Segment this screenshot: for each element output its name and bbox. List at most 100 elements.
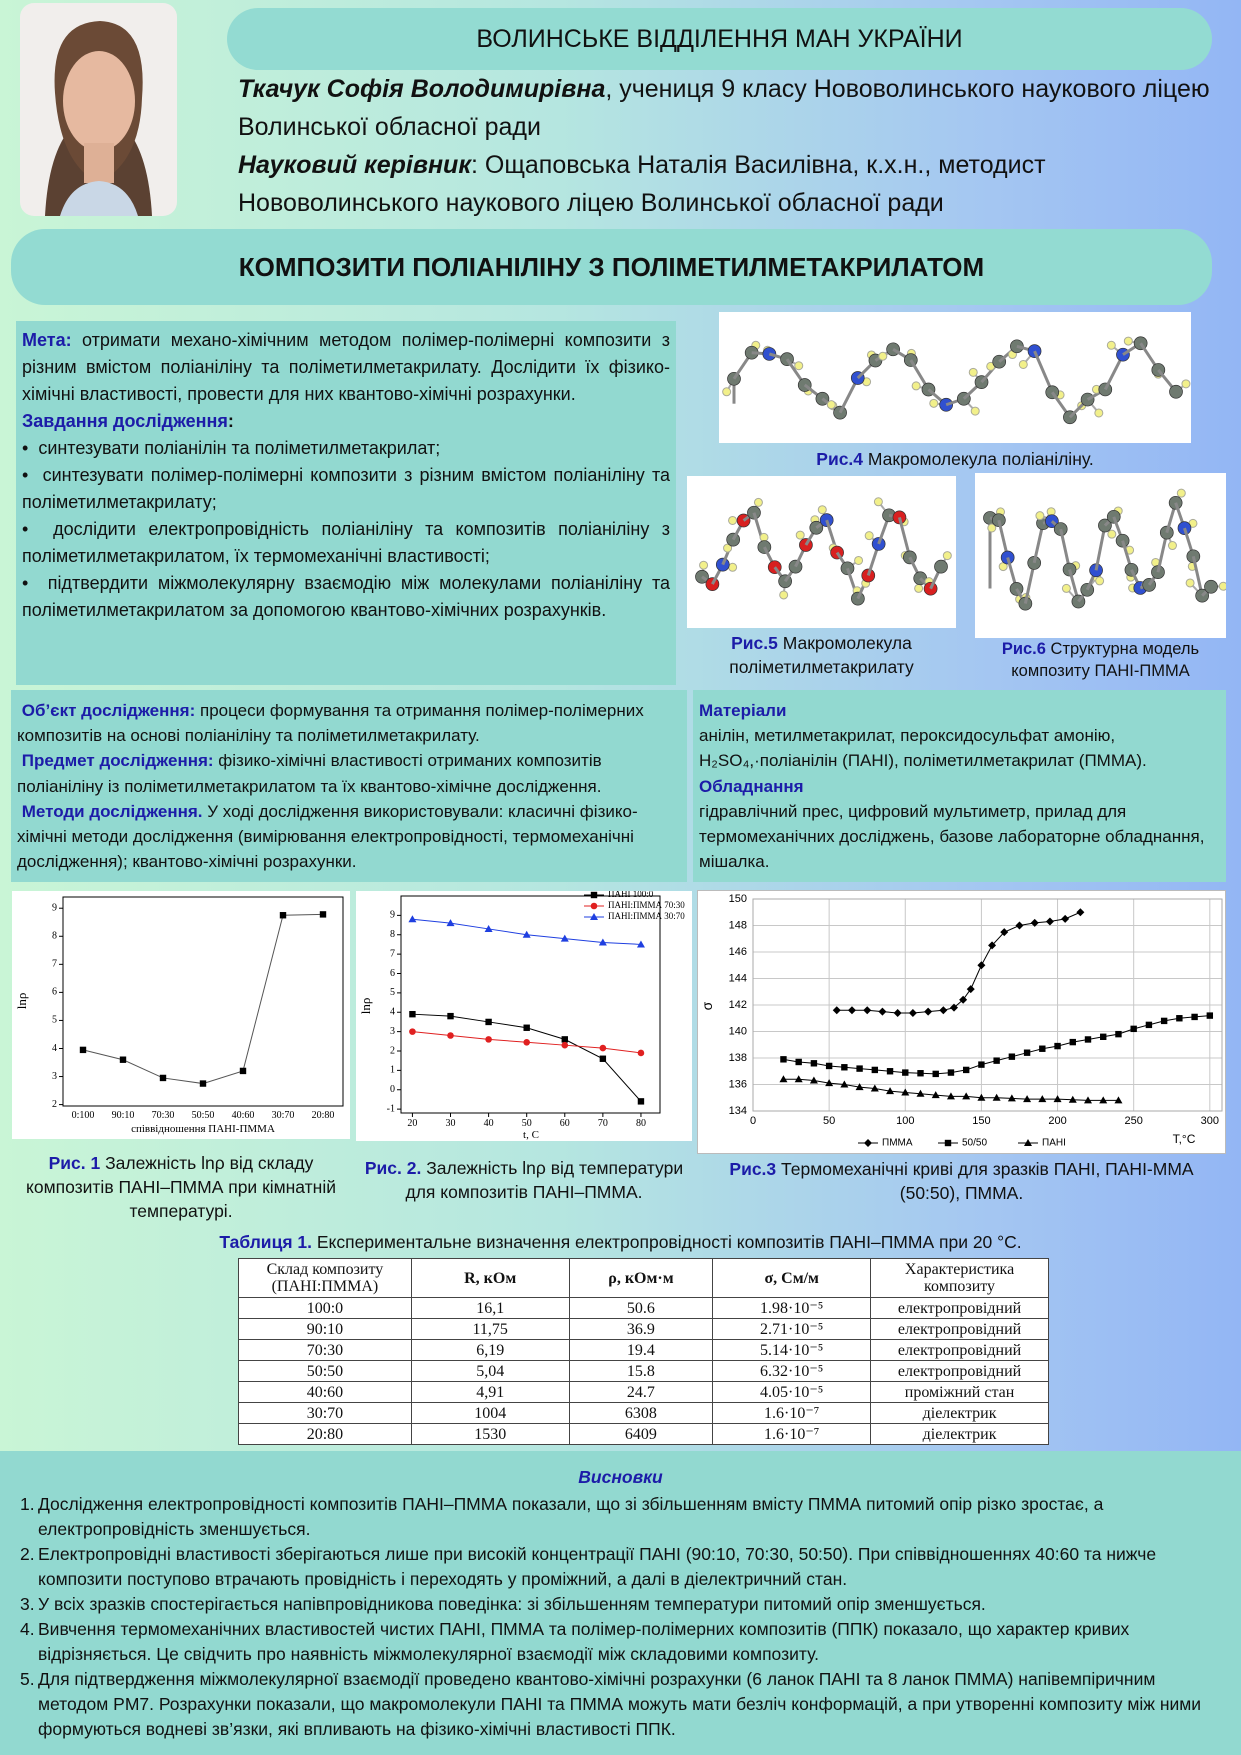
hydrogen-atom bbox=[914, 583, 924, 593]
x-tick-label: 40:60 bbox=[232, 1110, 255, 1121]
table-cell: 5,04 bbox=[410, 1360, 570, 1382]
data-point bbox=[950, 1003, 958, 1012]
hydrogen-atom bbox=[795, 530, 805, 540]
data-point bbox=[1015, 921, 1024, 930]
table-cell: 30:70 bbox=[238, 1402, 412, 1424]
table-cell: 1.6·10⁻⁷ bbox=[712, 1402, 872, 1424]
materials-text: анілін, метилметакрилат, пероксидосульфа… bbox=[699, 726, 1147, 771]
data-point bbox=[1099, 1096, 1108, 1104]
hydrogen-atom bbox=[970, 406, 980, 416]
atom bbox=[902, 550, 917, 565]
conclusion-number: 2. bbox=[20, 1544, 35, 1564]
data-point bbox=[1191, 1013, 1198, 1021]
hydrogen-atom bbox=[1035, 511, 1045, 521]
y-tick-label: 134 bbox=[729, 1105, 747, 1117]
hydrogen-atom bbox=[699, 560, 709, 570]
data-point bbox=[871, 1066, 879, 1074]
atom bbox=[871, 537, 886, 551]
table-cell: 20:80 bbox=[238, 1423, 412, 1445]
atom bbox=[886, 342, 900, 357]
legend-marker bbox=[590, 902, 598, 910]
data-point bbox=[959, 995, 968, 1004]
data-point bbox=[795, 1058, 802, 1066]
y-axis-title: σ bbox=[699, 1001, 715, 1010]
hydrogen-atom bbox=[1218, 581, 1226, 591]
data-point bbox=[946, 1092, 955, 1100]
x-tick-label: 50 bbox=[522, 1118, 532, 1129]
y-tick-label: 140 bbox=[729, 1025, 747, 1037]
chart-2: -1 0 1 2 3 4 5 6 7 8 9 20 30 40 50 60 70 80 t, C lnρ ПАНІ 10… bbox=[356, 891, 692, 1141]
data-point bbox=[446, 919, 455, 927]
table-row: 100:0 16,1 50.6 1.98·10⁻⁵ електропровідний bbox=[238, 1297, 1049, 1319]
results-table: Склад композиту (ПАНІ:ПММА) R, кОм ρ, кОм·… bbox=[238, 1258, 1049, 1445]
photo-neck bbox=[84, 143, 114, 183]
object-text: процеси формування та отримання полімер-… bbox=[17, 701, 644, 746]
hydrogen-atom bbox=[826, 400, 836, 410]
x-tick-label: 0:100 bbox=[72, 1110, 95, 1121]
data-point bbox=[856, 1065, 863, 1072]
table-caption: Таблиця 1. Експериментальне визначення е… bbox=[0, 1230, 1241, 1254]
data-point bbox=[855, 1083, 864, 1091]
task: синтезувати поліанілін та поліметилметак… bbox=[22, 435, 670, 462]
data-point bbox=[1023, 1095, 1032, 1103]
table-cell: електропровідний bbox=[870, 1339, 1049, 1361]
data-point bbox=[1039, 1045, 1046, 1052]
x-tick-label: 70 bbox=[598, 1118, 608, 1129]
data-point bbox=[917, 1070, 924, 1077]
data-point bbox=[794, 1075, 803, 1083]
data-point bbox=[1053, 1095, 1062, 1103]
legend-marker bbox=[590, 891, 598, 899]
hydrogen-atom bbox=[1095, 576, 1105, 586]
x-tick-label: 150 bbox=[972, 1115, 990, 1127]
data-point bbox=[561, 1036, 568, 1043]
hydrogen-atom bbox=[728, 515, 738, 525]
data-point bbox=[279, 912, 287, 919]
y-tick-label: 4 bbox=[52, 1043, 57, 1054]
atom bbox=[1010, 339, 1024, 354]
bond bbox=[897, 516, 912, 558]
conclusion-number: 5. bbox=[20, 1669, 35, 1689]
data-point bbox=[199, 1080, 207, 1087]
bond bbox=[1033, 350, 1054, 393]
atom bbox=[726, 532, 741, 547]
data-point bbox=[962, 1066, 970, 1074]
conclusion-text: Електропровідні властивості зберігаються… bbox=[38, 1544, 1157, 1589]
x-tick-label: 20 bbox=[407, 1118, 417, 1129]
data-point bbox=[561, 1041, 569, 1049]
legend-label: 50/50 bbox=[962, 1138, 987, 1149]
task: підтвердити міжмолекулярну взаємодію між… bbox=[22, 570, 670, 624]
caption-text: Макромолекула поліметилметакрилату bbox=[729, 633, 914, 677]
data-point bbox=[878, 1007, 887, 1016]
y-tick-label: 5 bbox=[390, 987, 395, 998]
chart-1-caption: Рис. 1 Залежність lnρ від складу компози… bbox=[8, 1151, 354, 1223]
data-point bbox=[1068, 1095, 1077, 1103]
data-point bbox=[485, 1036, 492, 1043]
data-point bbox=[319, 911, 327, 918]
table-cell: 90:10 bbox=[238, 1318, 412, 1340]
atom bbox=[799, 538, 813, 552]
table-cell: 5.14·10⁻⁵ bbox=[712, 1339, 872, 1361]
conclusion-number: 1. bbox=[20, 1494, 35, 1514]
object-label: Об’єкт дослідження: bbox=[21, 701, 196, 720]
y-tick-label: 144 bbox=[729, 972, 747, 984]
equipment-text: гідравлічний прес, цифровий мультиметр, … bbox=[699, 801, 1205, 872]
y-tick-label: 8 bbox=[52, 931, 57, 942]
x-tick-label: 90:10 bbox=[112, 1110, 135, 1121]
x-tick-label: 80 bbox=[636, 1118, 646, 1129]
x-tick-label: 20:80 bbox=[312, 1110, 335, 1121]
y-tick-label: 3 bbox=[52, 1071, 57, 1082]
data-point bbox=[924, 1007, 933, 1016]
photo-clothes bbox=[60, 181, 138, 216]
hydrogen-atom bbox=[1181, 379, 1191, 389]
tasks-list: синтезувати поліанілін та поліметилметак… bbox=[22, 435, 670, 624]
x-axis-title: T,°C bbox=[1173, 1132, 1196, 1146]
x-tick-label: 300 bbox=[1201, 1115, 1219, 1127]
series-line bbox=[836, 911, 1081, 1014]
data-point bbox=[840, 1080, 849, 1088]
caption-text: Залежність lnρ від складу композитів ПАН… bbox=[25, 1153, 337, 1221]
table-cell: електропровідний bbox=[870, 1360, 1049, 1382]
data-point bbox=[1145, 1021, 1153, 1029]
data-point bbox=[1000, 928, 1009, 937]
